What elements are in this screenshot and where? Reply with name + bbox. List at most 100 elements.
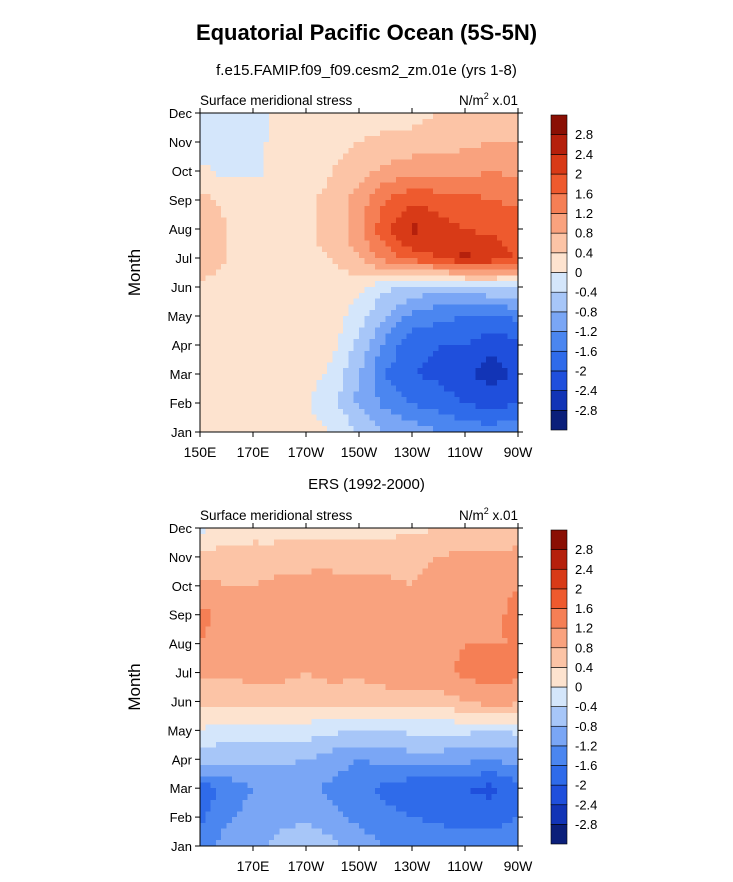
contour-cell xyxy=(422,142,429,149)
contour-cell xyxy=(205,626,212,633)
contour-cell xyxy=(422,339,429,346)
contour-cell xyxy=(438,580,445,587)
contour-cell xyxy=(337,142,344,149)
contour-cell xyxy=(374,217,381,224)
contour-cell xyxy=(231,556,238,564)
contour-cell xyxy=(200,678,206,685)
contour-cell xyxy=(422,200,429,207)
contour-cell xyxy=(465,269,471,276)
contour-cell xyxy=(306,171,312,178)
contour-cell xyxy=(465,229,471,236)
contour-cell xyxy=(274,124,281,131)
contour-cell xyxy=(295,130,302,137)
contour-cell xyxy=(258,153,265,160)
contour-cell xyxy=(475,333,482,340)
contour-cell xyxy=(242,620,249,627)
contour-cell xyxy=(475,153,482,160)
contour-cell xyxy=(226,118,233,126)
contour-cell xyxy=(427,574,434,581)
contour-cell xyxy=(268,246,275,253)
contour-cell xyxy=(274,385,281,392)
contour-cell xyxy=(237,200,243,207)
contour-cell xyxy=(433,643,440,651)
contour-cell xyxy=(316,356,323,363)
contour-cell xyxy=(459,246,466,253)
contour-cell xyxy=(327,626,334,633)
contour-cell xyxy=(306,385,312,392)
contour-cell xyxy=(284,643,291,651)
contour-cell xyxy=(279,217,286,224)
contour-cell xyxy=(300,194,307,201)
contour-cell xyxy=(491,211,498,218)
contour-cell xyxy=(486,649,493,656)
contour-cell xyxy=(200,327,206,334)
contour-cell xyxy=(258,118,265,126)
contour-cell xyxy=(226,263,233,271)
contour-cell xyxy=(401,632,408,639)
contour-cell xyxy=(343,551,349,558)
contour-cell xyxy=(491,310,498,317)
contour-cell xyxy=(321,345,328,352)
contour-cell xyxy=(496,147,503,155)
contour-cell xyxy=(390,562,397,570)
contour-cell xyxy=(274,292,281,300)
contour-cell xyxy=(337,608,344,616)
contour-cell xyxy=(332,637,339,645)
contour-cell xyxy=(512,420,519,427)
contour-cell xyxy=(353,655,360,662)
contour-cell xyxy=(427,391,434,398)
contour-cell xyxy=(502,556,508,564)
contour-cell xyxy=(417,130,424,137)
contour-cell xyxy=(390,408,397,416)
contour-cell xyxy=(454,223,461,230)
contour-cell xyxy=(205,298,212,305)
contour-cell xyxy=(226,310,233,317)
contour-cell xyxy=(454,350,461,358)
contour-cell xyxy=(480,130,487,137)
contour-cell xyxy=(231,603,238,610)
contour-cell xyxy=(449,426,455,433)
contour-cell xyxy=(374,545,381,552)
contour-cell xyxy=(268,165,275,172)
contour-cell xyxy=(443,649,450,656)
contour-cell xyxy=(221,397,228,404)
contour-cell xyxy=(284,246,291,253)
x-tick-label: 150W xyxy=(341,444,378,460)
contour-cell xyxy=(274,223,281,230)
contour-cell xyxy=(332,298,339,305)
contour-cell xyxy=(507,368,514,375)
contour-cell xyxy=(353,142,360,149)
contour-cell xyxy=(359,678,365,685)
contour-cell xyxy=(253,304,259,311)
contour-cell xyxy=(311,176,318,184)
contour-cell xyxy=(374,574,381,581)
contour-cell xyxy=(268,614,275,622)
contour-cell xyxy=(343,211,349,218)
contour-cell xyxy=(486,551,493,558)
contour-cell xyxy=(284,539,291,546)
contour-cell xyxy=(348,385,355,392)
contour-cell xyxy=(221,217,228,224)
contour-cell xyxy=(263,649,270,656)
contour-cell xyxy=(279,414,286,421)
contour-cell xyxy=(306,223,312,230)
contour-cell xyxy=(353,194,360,201)
contour-cell xyxy=(210,124,217,131)
contour-cell xyxy=(364,345,371,352)
contour-cell xyxy=(253,585,259,593)
contour-cell xyxy=(496,234,503,242)
contour-cell xyxy=(247,603,254,610)
contour-cell xyxy=(306,632,312,639)
contour-cell xyxy=(205,211,212,218)
contour-cell xyxy=(406,368,413,375)
contour-cell xyxy=(427,258,434,265)
contour-cell xyxy=(316,408,323,416)
contour-cell xyxy=(427,660,434,668)
contour-cell xyxy=(512,626,519,633)
contour-cell xyxy=(502,533,508,541)
contour-cell xyxy=(215,194,222,201)
contour-cell xyxy=(380,414,387,421)
contour-cell xyxy=(380,385,387,392)
contour-cell xyxy=(433,258,440,265)
contour-cell xyxy=(332,321,339,329)
